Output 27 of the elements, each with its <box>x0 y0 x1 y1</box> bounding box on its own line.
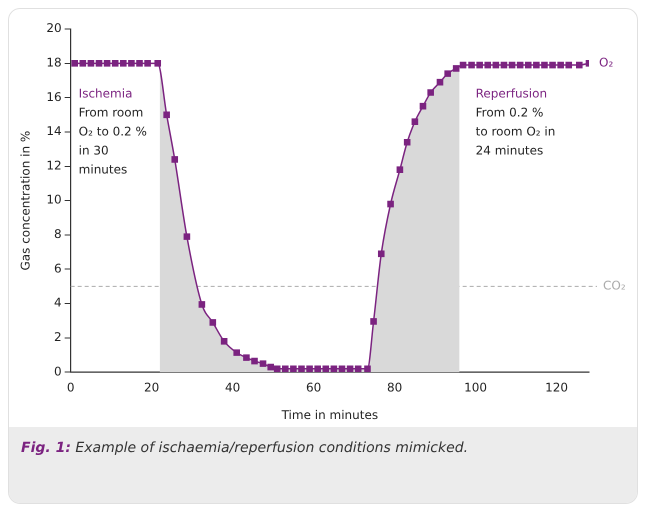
annotation: From room O₂ to 0.2 % in 30 minutes <box>78 105 147 176</box>
y-axis-title: Gas concentration in % <box>18 130 32 271</box>
y-tick-label: 16 <box>46 90 62 104</box>
x-tick-label: 60 <box>306 380 322 395</box>
x-axis-title: Time in minutes <box>280 408 378 422</box>
x-tick-label: 40 <box>225 380 240 395</box>
annotation: Ischemia <box>78 86 132 100</box>
y-tick-label: 18 <box>46 55 62 70</box>
y-tick-label: 2 <box>54 330 62 344</box>
y-tick-label: 8 <box>54 227 62 242</box>
y-tick-label: 12 <box>46 158 62 172</box>
annotation: Reperfusion <box>476 86 548 100</box>
caption: Fig. 1: Example of ischaemia/reperfusion conditions mimicked. <box>9 427 637 503</box>
x-tick-label: 80 <box>386 380 402 395</box>
y-tick-label: 20 <box>46 21 62 36</box>
annotation: From 0.2 % to room O₂ in 24 minutes <box>476 105 556 158</box>
x-tick-label: 100 <box>464 380 488 395</box>
y-tick-label: 14 <box>46 124 62 138</box>
series-label: O₂ <box>599 55 614 70</box>
y-tick-label: 6 <box>54 261 62 276</box>
y-tick-label: 0 <box>54 364 62 378</box>
x-tick-label: 20 <box>144 380 160 395</box>
y-tick-label: 10 <box>46 192 62 207</box>
x-tick-label: 120 <box>545 380 568 395</box>
x-tick-label: 0 <box>66 380 74 395</box>
y-tick-label: 4 <box>54 296 62 310</box>
ref-line-label: CO₂ <box>603 278 626 293</box>
